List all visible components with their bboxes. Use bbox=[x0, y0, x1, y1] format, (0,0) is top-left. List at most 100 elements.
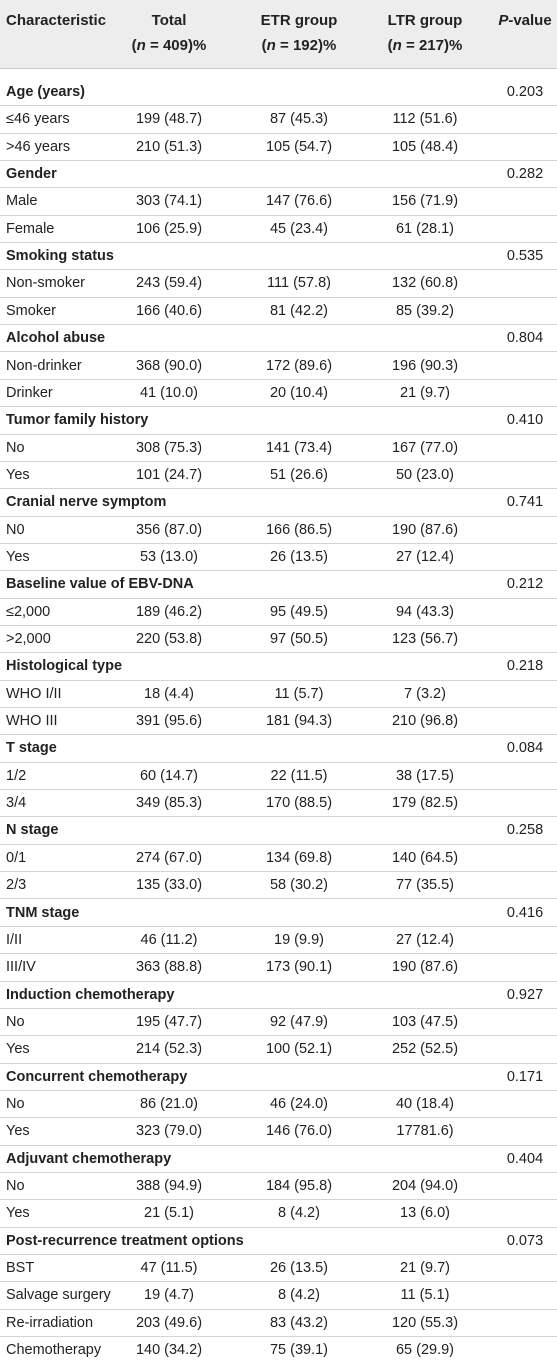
cell-pvalue bbox=[495, 1255, 555, 1281]
cell-ltr: 105 (48.4) bbox=[391, 138, 459, 155]
cell-pvalue bbox=[495, 927, 555, 953]
row-label: Non-drinker bbox=[6, 357, 82, 374]
cell-ltr: 21 (9.7) bbox=[400, 384, 450, 401]
cell-etr: 45 (23.4) bbox=[269, 220, 329, 237]
row-label: Alcohol abuse bbox=[6, 330, 106, 347]
cell-pvalue: 0.804 bbox=[506, 330, 544, 347]
cell-ltr: 27 (12.4) bbox=[395, 931, 455, 948]
table-row: WHO III 391 (95.6) 181 (94.3) 210 (96.8) bbox=[0, 708, 557, 736]
cell-ltr: 11 (5.1) bbox=[400, 1287, 450, 1304]
row-label: Yes bbox=[6, 548, 30, 565]
cell-pvalue: 0.084 bbox=[506, 740, 544, 757]
cell-pvalue bbox=[495, 1173, 555, 1199]
cell-total: 19 (4.7) bbox=[144, 1287, 194, 1304]
cell-total: 106 (25.9) bbox=[135, 220, 203, 237]
cell-etr: 95 (49.5) bbox=[269, 603, 329, 620]
table-row: Female 106 (25.9) 45 (23.4) 61 (28.1) bbox=[0, 216, 557, 244]
cell-total: 46 (11.2) bbox=[140, 931, 198, 948]
cell-etr: 46 (24.0) bbox=[269, 1095, 329, 1112]
table-row: Yes 53 (13.0) 26 (13.5) 27 (12.4) bbox=[0, 544, 557, 572]
table-row: Non-smoker 243 (59.4) 111 (57.8) 132 (60.8) bbox=[0, 270, 557, 298]
cell-etr bbox=[238, 571, 360, 597]
cell-etr: 26 (13.5) bbox=[269, 548, 329, 565]
header-etr-n: (n = 192)% bbox=[261, 37, 337, 54]
header-total-title: Total bbox=[151, 12, 187, 29]
cell-etr: 8 (4.2) bbox=[278, 1287, 320, 1304]
cell-etr: 134 (69.8) bbox=[265, 849, 333, 866]
cell-pvalue bbox=[495, 845, 555, 871]
cell-ltr bbox=[363, 407, 487, 433]
table-row: BST 47 (11.5) 26 (13.5) 21 (9.7) bbox=[0, 1255, 557, 1283]
cell-total: 195 (47.7) bbox=[135, 1013, 203, 1030]
cell-etr: 105 (54.7) bbox=[265, 138, 333, 155]
cell-etr: 173 (90.1) bbox=[265, 959, 333, 976]
row-label: Cranial nerve symptom bbox=[6, 494, 167, 511]
cell-total: 199 (48.7) bbox=[135, 111, 203, 128]
cell-pvalue bbox=[495, 1200, 555, 1226]
header-ltr-n: (n = 217)% bbox=[387, 37, 463, 54]
cell-total bbox=[107, 817, 231, 843]
cell-total: 47 (11.5) bbox=[140, 1260, 198, 1277]
row-label: Induction chemotherapy bbox=[6, 986, 175, 1003]
table-row: Smoker 166 (40.6) 81 (42.2) 85 (39.2) bbox=[0, 298, 557, 326]
cell-total bbox=[107, 407, 231, 433]
table-header: Characteristic Total (n = 409)% ETR grou… bbox=[0, 0, 557, 69]
row-label: Female bbox=[6, 220, 55, 237]
cell-total bbox=[107, 653, 231, 679]
table-row: 1/2 60 (14.7) 22 (11.5) 38 (17.5) bbox=[0, 763, 557, 791]
cell-pvalue bbox=[495, 708, 555, 734]
cell-etr: 141 (73.4) bbox=[265, 439, 333, 456]
row-label: ≤2,000 bbox=[6, 603, 51, 620]
cell-etr bbox=[238, 1228, 360, 1254]
category-row: Alcohol abuse 0.804 bbox=[0, 325, 557, 353]
cell-total: 308 (75.3) bbox=[135, 439, 203, 456]
cell-ltr bbox=[363, 161, 487, 187]
header-characteristic: Characteristic bbox=[6, 12, 107, 29]
cell-ltr: 13 (6.0) bbox=[400, 1205, 450, 1222]
row-label: BST bbox=[6, 1260, 35, 1277]
cell-ltr: 196 (90.3) bbox=[391, 357, 459, 374]
row-label: Salvage surgery bbox=[6, 1287, 111, 1304]
cell-ltr bbox=[363, 1146, 487, 1172]
row-label: No bbox=[6, 1178, 25, 1194]
cell-etr: 172 (89.6) bbox=[265, 357, 333, 374]
cell-total: 210 (51.3) bbox=[135, 138, 203, 155]
cell-ltr bbox=[363, 79, 487, 105]
cell-total: 303 (74.1) bbox=[135, 193, 203, 210]
cell-etr bbox=[238, 982, 360, 1008]
cell-ltr bbox=[363, 489, 487, 515]
cell-pvalue bbox=[495, 599, 555, 625]
cell-ltr: 40 (18.4) bbox=[395, 1095, 455, 1112]
cell-ltr: 7 (3.2) bbox=[404, 685, 446, 702]
cell-ltr: 167 (77.0) bbox=[391, 439, 459, 456]
cell-ltr: 156 (71.9) bbox=[391, 193, 459, 210]
cell-ltr: 190 (87.6) bbox=[391, 959, 459, 976]
cell-etr: 26 (13.5) bbox=[269, 1260, 329, 1277]
row-label: TNM stage bbox=[6, 904, 80, 921]
table-row: Male 303 (74.1) 147 (76.6) 156 (71.9) bbox=[0, 188, 557, 216]
cell-total: 391 (95.6) bbox=[135, 713, 203, 730]
cell-ltr: 179 (82.5) bbox=[391, 795, 459, 812]
cell-total bbox=[107, 1228, 231, 1254]
cell-pvalue bbox=[495, 1036, 555, 1062]
cell-etr: 166 (86.5) bbox=[265, 521, 333, 538]
cell-total bbox=[107, 489, 231, 515]
cell-etr bbox=[238, 79, 360, 105]
cell-pvalue bbox=[495, 134, 555, 160]
row-label: Adjuvant chemotherapy bbox=[6, 1150, 172, 1167]
cell-total: 323 (79.0) bbox=[135, 1123, 203, 1140]
cell-etr: 146 (76.0) bbox=[265, 1123, 333, 1140]
cell-ltr: 103 (47.5) bbox=[391, 1013, 459, 1030]
cell-pvalue: 0.282 bbox=[506, 166, 544, 183]
cell-etr: 81 (42.2) bbox=[269, 302, 329, 319]
table-row: Chemotherapy 140 (34.2) 75 (39.1) 65 (29.9) bbox=[0, 1337, 557, 1364]
row-label: Yes bbox=[6, 1123, 30, 1140]
cell-total bbox=[107, 243, 231, 269]
cell-ltr bbox=[363, 653, 487, 679]
cell-total: 140 (34.2) bbox=[135, 1342, 203, 1359]
cell-pvalue: 0.404 bbox=[506, 1150, 544, 1167]
row-label: No bbox=[6, 439, 25, 456]
cell-pvalue: 0.218 bbox=[506, 658, 544, 675]
row-label: Post-recurrence treatment options bbox=[6, 1232, 244, 1249]
cell-pvalue bbox=[495, 188, 555, 214]
